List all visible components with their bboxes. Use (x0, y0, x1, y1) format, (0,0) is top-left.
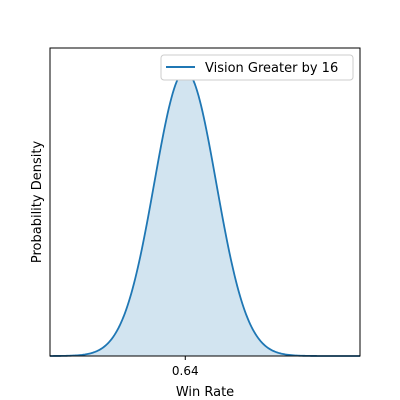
legend-box (160, 54, 354, 81)
density-fill-area (50, 70, 360, 356)
y-axis-label: Probability Density (30, 141, 45, 264)
x-tick-label: 0.64 (172, 364, 199, 378)
legend: Vision Greater by 16 (160, 54, 354, 81)
legend-label: Vision Greater by 16 (205, 61, 338, 76)
plot-frame (49, 47, 361, 357)
plot-area-background (50, 48, 360, 356)
x-axis-label: Win Rate (176, 385, 234, 400)
x-axis-ticks: 0.64 (172, 356, 199, 378)
